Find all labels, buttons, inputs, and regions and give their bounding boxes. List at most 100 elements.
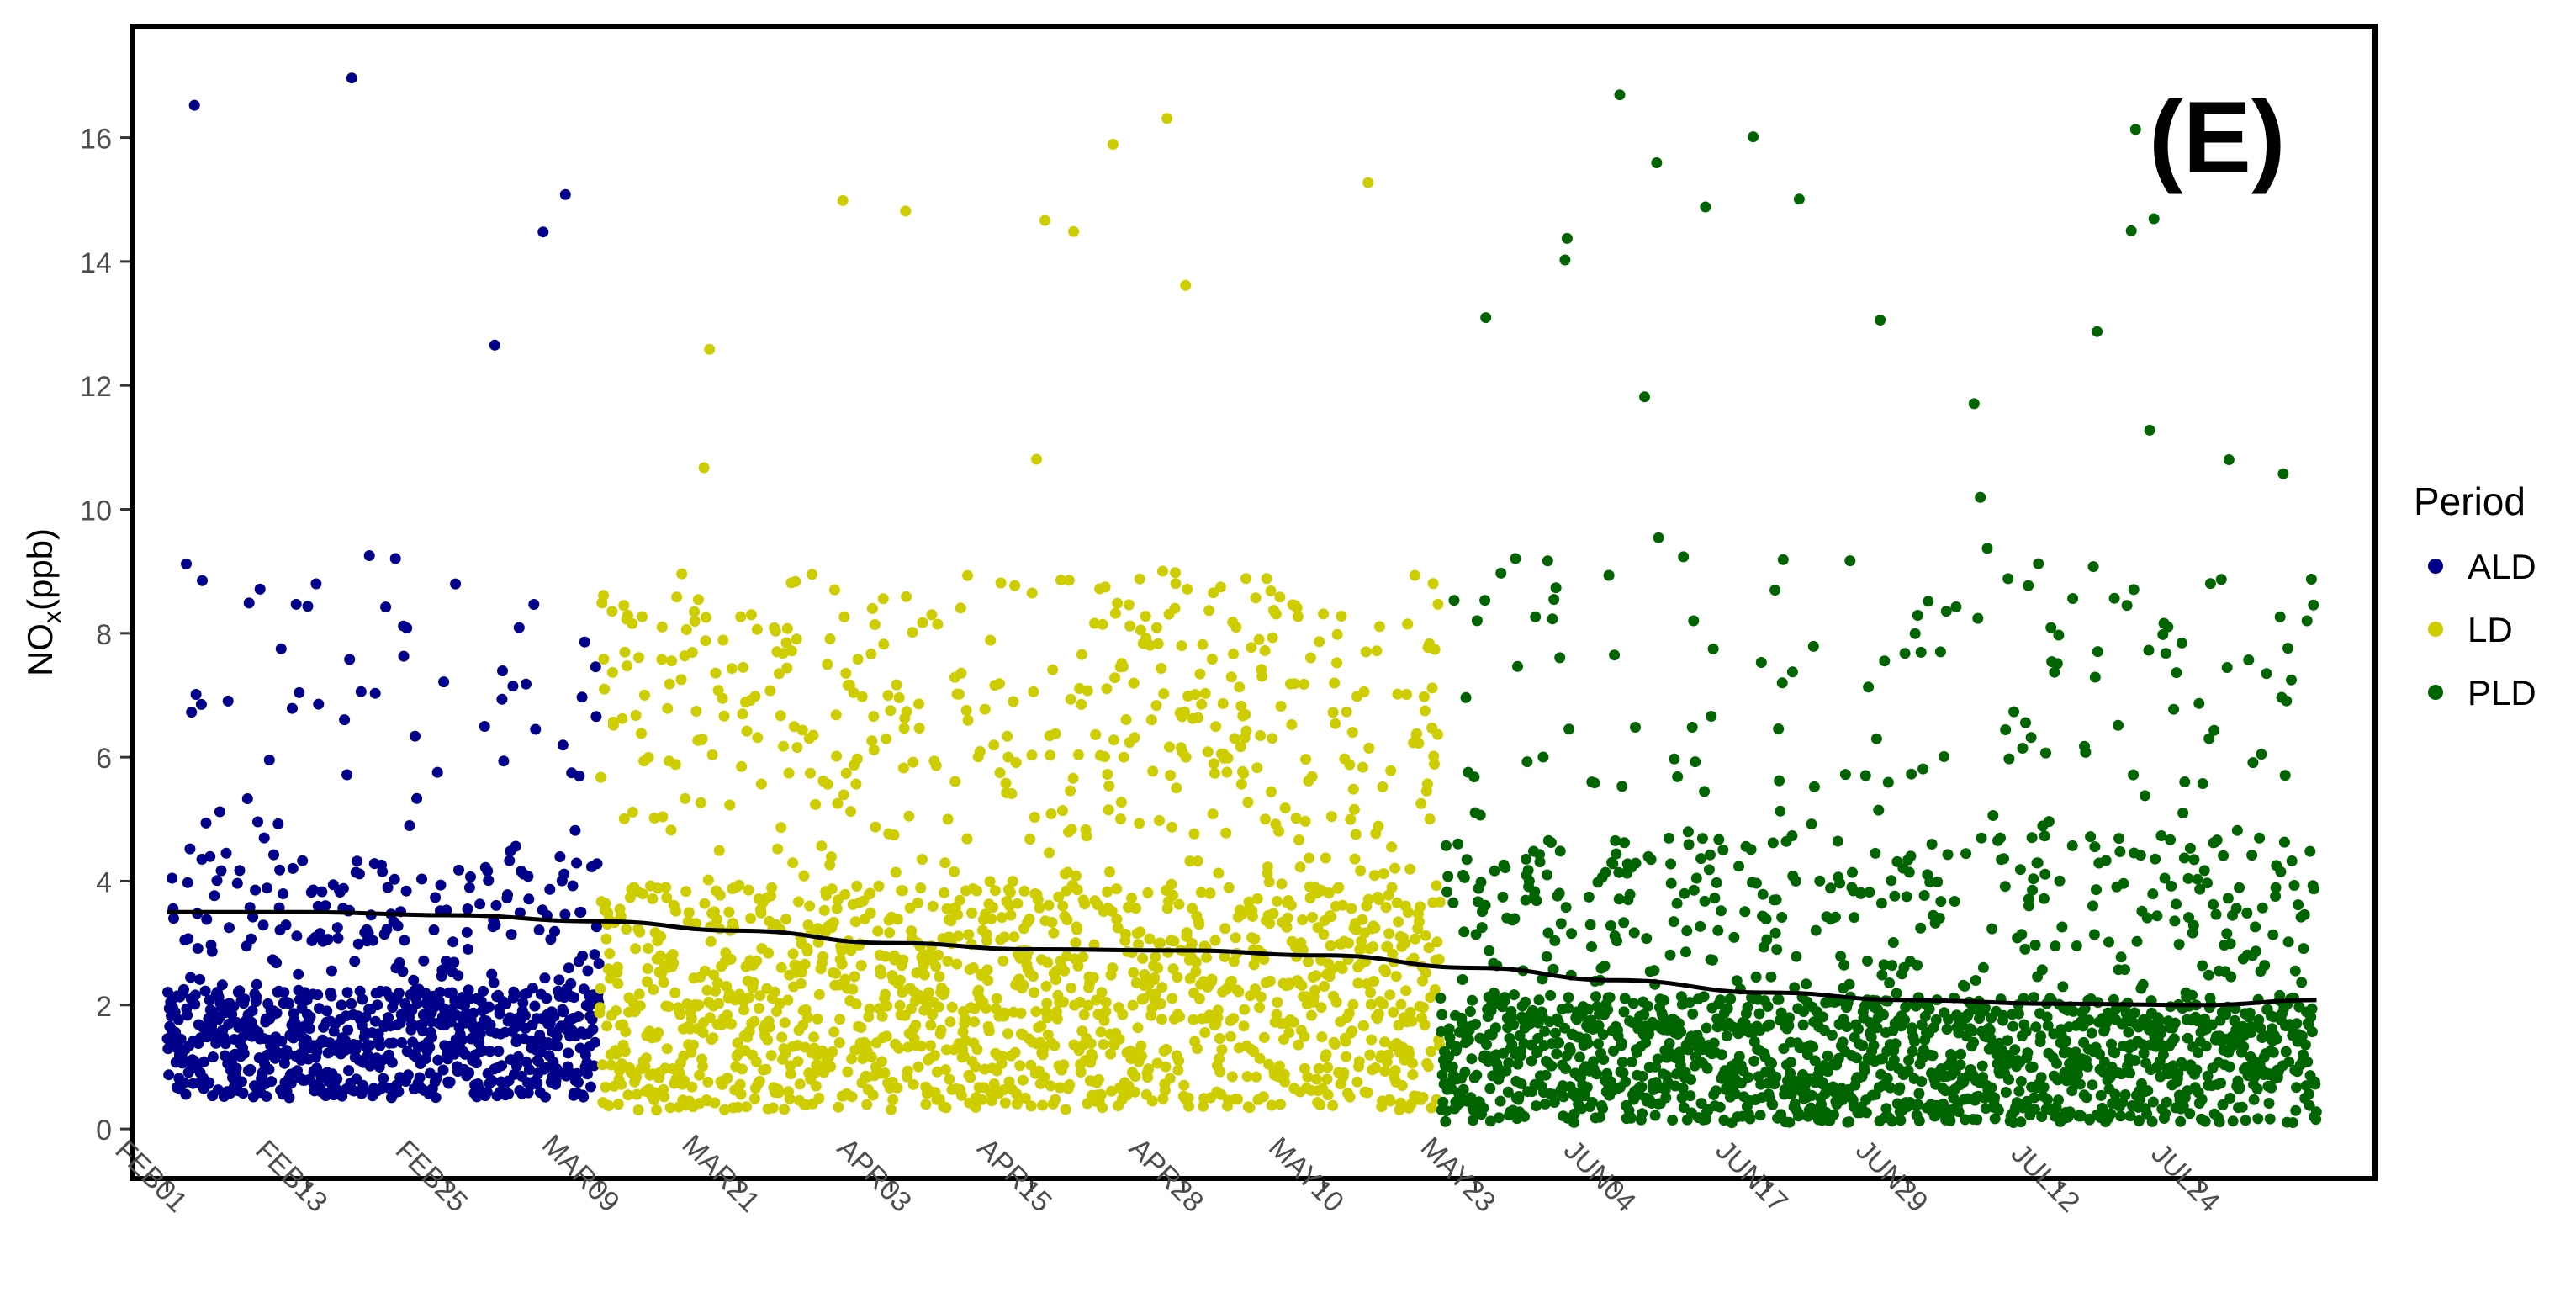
point-ld [1156, 663, 1167, 674]
point-pld [1876, 969, 1888, 981]
point-pld [1959, 981, 1970, 992]
point-pld [1694, 1036, 1706, 1047]
point-ld [967, 962, 979, 973]
point-pld [1847, 866, 1858, 878]
point-ld [1434, 896, 1446, 908]
point-ald [312, 989, 324, 1001]
point-pld [1917, 763, 1929, 775]
point-ld [661, 892, 673, 903]
point-ald [287, 862, 299, 874]
point-ald [168, 913, 179, 924]
point-pld [2000, 1087, 2012, 1098]
point-pld [1933, 913, 1945, 924]
point-ld [1244, 1102, 1256, 1114]
point-ald [557, 739, 569, 751]
point-ld [631, 1088, 643, 1100]
point-pld [2308, 599, 2319, 611]
point-pld [1561, 232, 1573, 244]
point-ld [1208, 758, 1219, 770]
legend-label-pld: PLD [2468, 673, 2536, 712]
point-ald [558, 868, 570, 880]
point-pld [1495, 567, 1507, 579]
point-ald [471, 1057, 482, 1069]
point-pld [2306, 1026, 2318, 1038]
point-ld [699, 898, 711, 909]
point-pld [2298, 908, 2310, 920]
point-ld [685, 1013, 697, 1025]
point-ld [1097, 618, 1108, 630]
point-ld [1293, 1039, 1304, 1051]
point-ld [622, 609, 633, 621]
point-ld [1074, 996, 1086, 1008]
point-ld [598, 654, 610, 665]
point-pld [1875, 898, 1887, 909]
point-pld [2199, 1013, 2210, 1025]
point-ld [746, 609, 757, 621]
y-tick-label: 10 [80, 495, 112, 527]
point-pld [1568, 1116, 1580, 1128]
point-ld [671, 591, 683, 603]
point-ald [352, 1040, 363, 1051]
point-pld [1681, 925, 1693, 937]
point-pld [2171, 667, 2182, 679]
plot-frame [130, 24, 2378, 1181]
point-pld [2157, 628, 2169, 640]
point-pld [1899, 648, 1911, 659]
point-pld [1767, 1099, 1779, 1110]
point-ld [1214, 581, 1226, 593]
point-pld [1701, 1062, 1713, 1074]
point-ld [752, 732, 764, 744]
point-ld [1250, 983, 1261, 995]
point-ald [397, 966, 409, 977]
point-pld [1682, 826, 1694, 838]
point-pld [1542, 555, 1553, 567]
point-ld [1385, 765, 1397, 776]
point-ald [364, 1040, 376, 1051]
point-ld [1409, 569, 1420, 581]
point-pld [2169, 915, 2181, 927]
point-pld [1481, 1039, 1492, 1051]
point-pld [1966, 1025, 1978, 1037]
point-pld [1553, 887, 1565, 899]
point-ld [955, 667, 967, 679]
point-pld [2169, 1017, 2181, 1029]
point-ld [816, 840, 828, 852]
point-ld [962, 714, 974, 726]
point-ald [418, 955, 430, 967]
point-pld [2129, 1055, 2141, 1066]
point-ald [396, 1037, 408, 1048]
point-ld [1093, 1073, 1104, 1085]
point-ld [680, 624, 692, 635]
point-ld [630, 943, 642, 955]
point-ld [1099, 751, 1110, 763]
point-ld [1108, 139, 1119, 150]
point-ld [880, 951, 891, 962]
point-pld [2131, 935, 2143, 947]
point-pld [1910, 1000, 1922, 1012]
point-pld [1954, 1059, 1966, 1071]
point-pld [1548, 594, 1560, 606]
point-pld [2160, 1108, 2171, 1120]
point-pld [2056, 921, 2068, 933]
point-ald [370, 1015, 381, 1027]
point-ld [611, 961, 623, 973]
point-pld [1468, 771, 1480, 783]
point-ld [1417, 1092, 1429, 1104]
point-ld [1314, 1099, 1326, 1111]
point-ld [1173, 898, 1185, 910]
point-ald [438, 676, 450, 688]
point-pld [2064, 1106, 2076, 1118]
point-ld [1159, 1084, 1171, 1096]
point-ld [849, 916, 861, 928]
point-ald [549, 925, 560, 937]
point-pld [1859, 770, 1871, 781]
point-ald [411, 792, 423, 804]
point-pld [2008, 706, 2020, 718]
point-pld [1940, 606, 1952, 617]
point-ld [1341, 706, 1352, 718]
point-ld [600, 898, 611, 909]
point-ld [1123, 599, 1135, 611]
point-ld [627, 807, 638, 818]
point-ld [918, 969, 930, 981]
point-pld [2129, 1007, 2140, 1019]
